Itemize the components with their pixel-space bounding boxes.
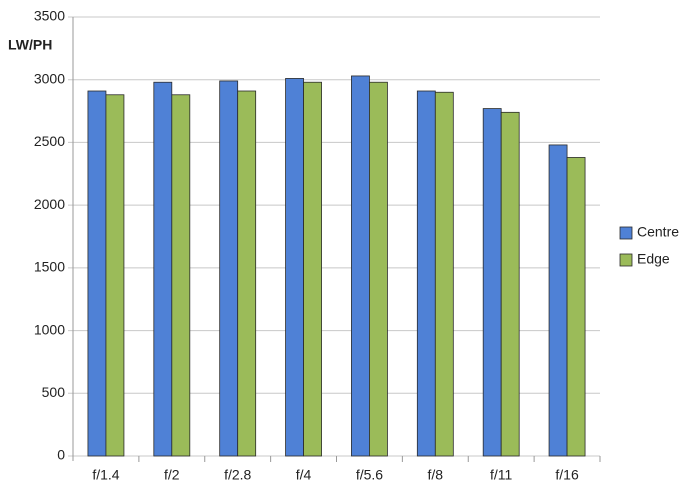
x-tick-label: f/2 [164, 467, 180, 483]
y-tick-label: 3500 [34, 8, 65, 24]
bar [434, 91, 454, 457]
bar [500, 111, 520, 457]
bar [153, 81, 173, 457]
x-tick-label: f/8 [428, 467, 444, 483]
bar [237, 90, 257, 457]
y-tick-label: 2000 [34, 196, 65, 212]
bar [482, 108, 502, 457]
legend-label: Centre [637, 224, 679, 240]
x-tick-label: f/2.8 [224, 467, 251, 483]
bar [566, 157, 586, 457]
bar [351, 75, 370, 457]
y-tick-label: 1000 [34, 321, 65, 337]
x-tick-label: f/11 [490, 467, 513, 483]
x-tick-label: f/4 [296, 467, 312, 483]
bar [87, 90, 107, 457]
y-tick-label: 3000 [34, 70, 65, 86]
y-tick-label: 0 [57, 447, 65, 463]
bar [219, 80, 239, 457]
bar [416, 90, 436, 457]
bar [369, 81, 388, 457]
x-tick-label: f/5.6 [356, 467, 383, 483]
legend-swatch [619, 253, 633, 267]
x-tick-label: f/1.4 [92, 467, 119, 483]
y-tick-label: 500 [42, 384, 66, 400]
bar [285, 78, 304, 457]
bar [303, 81, 322, 457]
y-tick-label: 2500 [34, 133, 65, 149]
legend-swatch [619, 226, 633, 240]
x-tick-label: f/16 [555, 467, 579, 483]
y-tick-label: 1500 [34, 259, 65, 275]
bar [105, 94, 125, 457]
y-axis-label: LW/PH [8, 37, 52, 53]
legend-label: Edge [637, 251, 670, 267]
bar [548, 144, 568, 457]
bar [171, 94, 191, 457]
